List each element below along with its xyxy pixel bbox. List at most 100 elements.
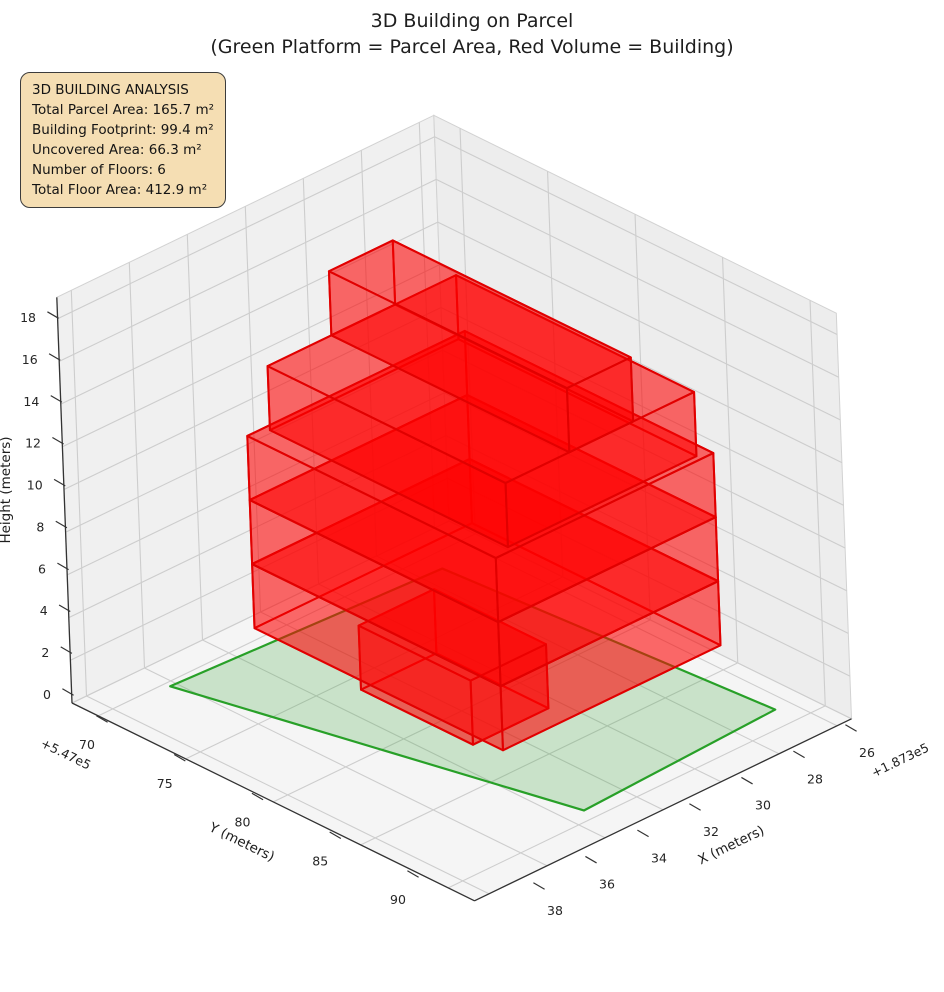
chart-subtitle: (Green Platform = Parcel Area, Red Volum…	[210, 36, 734, 58]
z-tick-label: 8	[36, 519, 44, 534]
grid-line	[70, 477, 448, 661]
z-tick-label: 14	[23, 394, 39, 409]
tick-mark	[52, 436, 64, 445]
y-tick-label: 90	[390, 892, 406, 907]
grid-line	[434, 136, 838, 335]
grid-line	[71, 520, 450, 704]
z-tick-label: 0	[43, 687, 51, 702]
y-tick-label: 80	[235, 815, 251, 830]
tick-mark	[329, 831, 342, 840]
axis-spine	[56, 297, 73, 704]
x-tick-label: 38	[547, 903, 563, 918]
y-tick-label: 70	[79, 737, 95, 752]
tick-mark	[845, 724, 857, 732]
grid-line	[57, 136, 435, 320]
grid-line	[439, 264, 843, 464]
tick-mark	[60, 646, 73, 654]
building-floor-4-face	[494, 452, 717, 624]
grid-line	[418, 122, 436, 529]
y-tick-label: 85	[312, 853, 328, 868]
z-tick-label: 18	[20, 310, 36, 325]
building-floor-5-face	[504, 391, 698, 549]
info-box-title: 3D BUILDING ANALYSIS	[32, 82, 189, 98]
parcel-area-polygon	[169, 567, 777, 812]
grid-line	[244, 206, 262, 613]
grid-line	[186, 234, 204, 641]
x-tick-label: 30	[755, 798, 771, 813]
tick-mark	[48, 353, 61, 361]
info-line-footprint: Building Footprint: 99.4 m²	[32, 122, 214, 138]
z-tick-label: 2	[41, 645, 49, 660]
axis-spines-ticks	[47, 297, 857, 902]
grid-line	[98, 533, 476, 717]
grid-line	[65, 349, 443, 533]
grid-line	[273, 619, 651, 803]
grid-line	[443, 392, 847, 592]
grid-lines	[57, 122, 852, 895]
grid-line	[448, 705, 826, 889]
building-volume	[246, 239, 722, 752]
building-floor-6-face	[565, 356, 635, 454]
parcel-platform	[169, 567, 777, 812]
grid-line	[63, 307, 442, 490]
x-tick-label: 36	[599, 877, 615, 892]
tick-mark	[741, 776, 753, 785]
z-axis-label: Height (meters)	[0, 436, 14, 543]
building-floor-1-face	[469, 643, 550, 746]
tick-mark	[58, 604, 71, 613]
grid-line	[70, 290, 88, 697]
info-line-floors: Number of Floors: 6	[32, 162, 166, 178]
tick-mark	[585, 855, 597, 864]
info-line-uncovered: Uncovered Area: 66.3 m²	[32, 142, 202, 158]
grid-line	[128, 262, 146, 669]
z-tick-label: 16	[22, 352, 38, 367]
grid-line	[809, 300, 826, 706]
tick-mark	[62, 688, 74, 696]
tick-mark	[637, 829, 649, 838]
tick-mark	[96, 715, 108, 723]
chart-title: 3D Building on Parcel	[370, 10, 574, 32]
grid-line	[445, 435, 849, 634]
grid-line	[68, 435, 447, 619]
grid-line	[185, 576, 563, 760]
tick-mark	[47, 311, 59, 319]
x-tick-label: 28	[807, 771, 823, 786]
tick-mark	[689, 803, 701, 811]
tick-mark	[407, 870, 419, 878]
grid-line	[447, 477, 851, 677]
grid-line	[448, 520, 852, 720]
grid-line	[66, 392, 445, 576]
grid-line	[440, 307, 844, 506]
tick-mark	[50, 395, 63, 403]
grid-line	[60, 221, 439, 405]
grid-line	[302, 178, 320, 585]
z-tick-label: 10	[27, 478, 43, 493]
tick-mark	[53, 478, 66, 487]
grid-line	[547, 171, 564, 577]
z-tick-label: 12	[25, 436, 41, 451]
grid-line	[437, 221, 841, 421]
grid-line	[442, 349, 846, 549]
chart-title-block: 3D Building on Parcel (Green Platform = …	[0, 8, 944, 60]
tick-mark	[533, 882, 545, 890]
analysis-info-box: 3D BUILDING ANALYSIS Total Parcel Area: …	[20, 72, 227, 208]
x-axis-offset-text: +1.873e5	[869, 740, 931, 780]
grid-line	[435, 178, 839, 378]
z-tick-label: 6	[38, 561, 46, 576]
grid-line	[360, 662, 738, 846]
x-tick-label: 34	[651, 850, 667, 865]
x-tick-label: 26	[859, 745, 875, 760]
y-tick-label: 75	[157, 776, 173, 791]
z-tick-label: 4	[40, 603, 48, 618]
axis-spine	[474, 718, 852, 902]
x-tick-label: 32	[703, 824, 719, 839]
grid-line	[722, 257, 739, 663]
axis-spine	[71, 702, 475, 902]
info-line-parcel-area: Total Parcel Area: 165.7 m²	[32, 102, 215, 118]
tick-mark	[57, 562, 69, 571]
tick-mark	[173, 753, 186, 762]
tick-mark	[55, 520, 68, 529]
tick-mark	[251, 792, 264, 801]
